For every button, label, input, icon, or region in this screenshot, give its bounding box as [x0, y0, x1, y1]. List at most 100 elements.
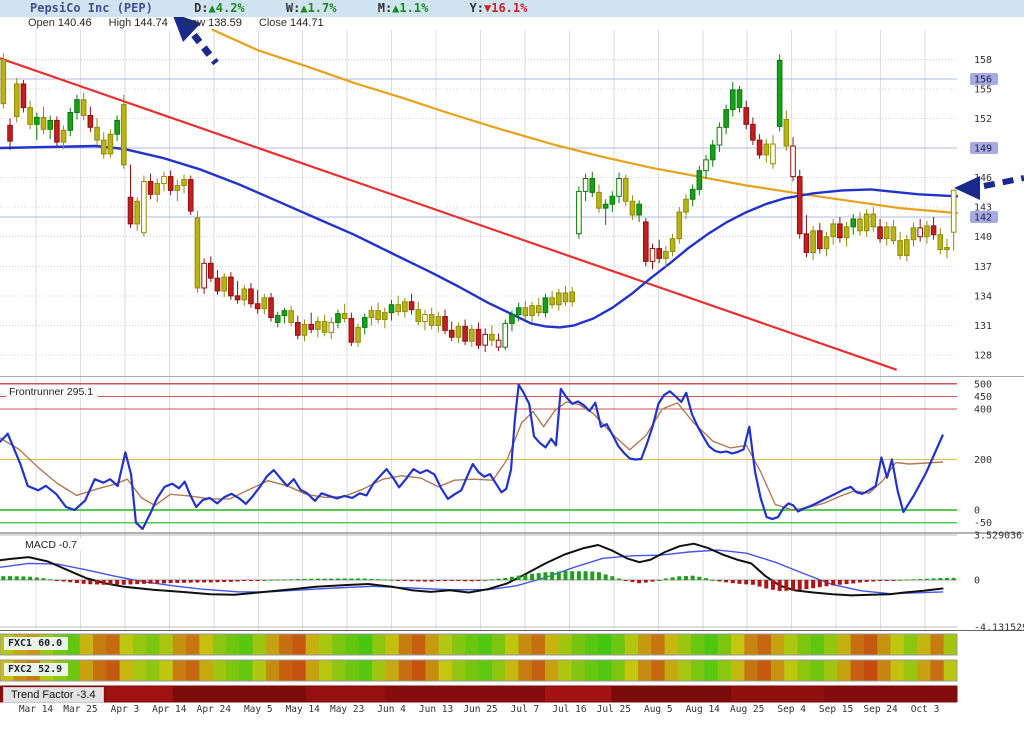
svg-text:158: 158 — [974, 55, 992, 66]
svg-text:143: 143 — [974, 203, 992, 214]
candle — [435, 316, 442, 326]
candle — [147, 181, 154, 195]
fxc1-strip — [0, 633, 958, 656]
svg-text:Aug 25: Aug 25 — [730, 704, 764, 715]
down-arrow-icon: ▼ — [484, 1, 492, 15]
candle — [723, 109, 729, 128]
fxc2-value: 52.9 — [38, 664, 63, 675]
svg-text:-4.131529: -4.131529 — [974, 623, 1024, 634]
svg-text:137: 137 — [974, 262, 992, 273]
candle — [843, 226, 850, 239]
candle — [448, 329, 455, 338]
low-label: Low — [184, 17, 206, 29]
candle — [408, 301, 415, 311]
candle — [709, 144, 716, 161]
candle — [509, 314, 515, 324]
svg-text:-50: -50 — [974, 518, 992, 529]
candle — [556, 292, 562, 306]
macd-panel: 3.529036 0 -4.131529 — [0, 531, 1024, 634]
candle — [663, 250, 669, 259]
candle — [495, 339, 502, 348]
candles-layer — [0, 53, 957, 353]
candle — [770, 143, 776, 165]
candle — [201, 262, 207, 289]
highlight-price-pill — [970, 73, 998, 86]
candle — [576, 190, 582, 235]
svg-text:142: 142 — [974, 213, 992, 224]
candle — [569, 291, 575, 303]
candle — [321, 320, 328, 333]
candle — [47, 119, 53, 130]
frontrunner-label: Frontrunner 295.1 — [6, 386, 99, 398]
svg-text:Apr 3: Apr 3 — [111, 704, 140, 715]
stat-month-label: M: — [377, 1, 393, 15]
candle — [649, 248, 656, 262]
candle — [308, 323, 314, 330]
candle — [535, 305, 542, 314]
candle — [462, 325, 468, 342]
svg-text:134: 134 — [974, 291, 992, 302]
stat-year-label: Y: — [469, 1, 484, 15]
close-label: Close — [258, 17, 288, 29]
trend-factor-strip — [0, 685, 958, 703]
candle — [696, 170, 703, 190]
svg-text:140: 140 — [974, 232, 992, 243]
candle — [154, 182, 161, 195]
svg-text:May 14: May 14 — [286, 704, 321, 715]
frontrunner-panel: 500 450 400 200 0-50 — [0, 379, 992, 531]
candle — [883, 226, 890, 240]
candle — [629, 200, 636, 216]
candle — [221, 276, 227, 292]
svg-text:0: 0 — [974, 506, 980, 517]
ticker-title: PepsiCo Inc (PEP) — [30, 1, 153, 15]
svg-text:149: 149 — [974, 144, 992, 155]
candle — [415, 309, 422, 322]
date-axis: Mar 14 Mar 25 Apr 3 Apr 14 Apr 24 May 5 May 14… — [19, 704, 939, 715]
arrow-left-icon — [954, 176, 980, 200]
candle — [60, 129, 67, 143]
candle — [930, 225, 937, 236]
svg-text:Sep 15: Sep 15 — [819, 704, 853, 715]
open-label: Open — [28, 17, 55, 29]
candle — [656, 248, 662, 259]
up-arrow-icon: ▲ — [300, 1, 308, 15]
candle — [121, 104, 127, 166]
fxc2-strip — [0, 659, 958, 682]
candle — [174, 184, 181, 191]
candle — [348, 318, 355, 343]
candle — [234, 295, 241, 301]
candle — [515, 307, 522, 316]
overlay-lines — [0, 28, 959, 371]
highlight-price-pill — [970, 211, 998, 223]
candle — [636, 203, 642, 216]
stat-week-value: 1.7% — [307, 1, 337, 15]
candle — [214, 277, 221, 292]
candle — [937, 234, 944, 251]
svg-text:Jul 7: Jul 7 — [511, 704, 540, 715]
candle — [562, 292, 569, 303]
candle — [181, 179, 187, 186]
candle — [167, 176, 174, 191]
candle — [7, 124, 13, 142]
candle — [616, 178, 622, 197]
candle — [361, 317, 368, 328]
fxc2-label: FXC2 52.9 — [4, 663, 69, 676]
frontrunner-value: 295.1 — [66, 386, 94, 398]
candle — [683, 198, 689, 213]
stat-week: W:▲1.7% — [286, 0, 337, 17]
candle — [924, 225, 930, 238]
candle — [114, 119, 120, 135]
candle — [944, 247, 950, 251]
candle — [743, 107, 749, 125]
ohlc-readout: Open 140.46 High 144.74 Low 138.59 Close 144… — [28, 17, 338, 30]
candle — [689, 188, 696, 200]
svg-text:Apr 24: Apr 24 — [197, 704, 232, 715]
candle — [736, 89, 743, 109]
svg-text:Sep 24: Sep 24 — [863, 704, 898, 715]
candle — [823, 236, 830, 250]
svg-text:Mar 25: Mar 25 — [63, 704, 97, 715]
stat-day-value: 4.2% — [215, 1, 245, 15]
candle — [67, 112, 74, 131]
